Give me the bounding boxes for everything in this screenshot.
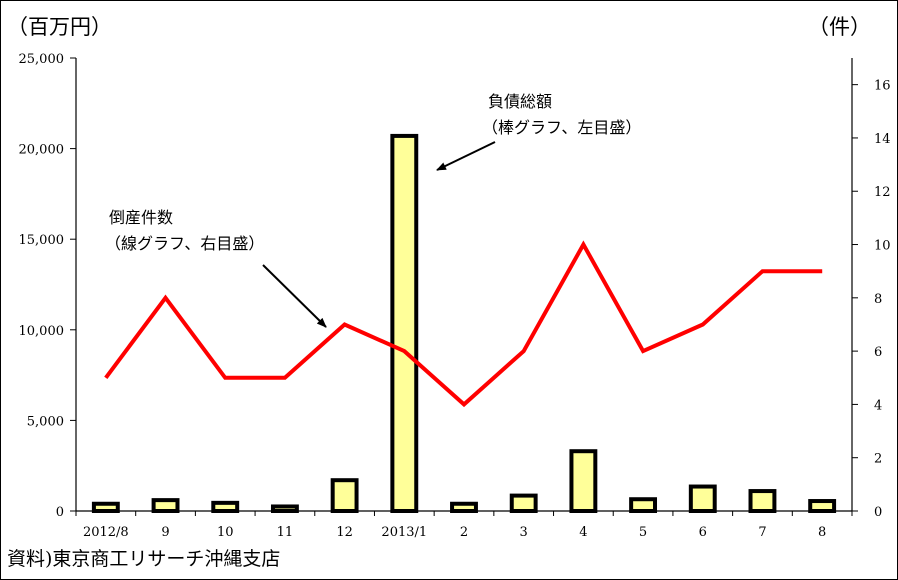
right-tick-label: 8 [874,292,882,307]
bar [631,499,655,511]
x-tick-label: 2 [460,525,468,540]
bar [452,504,476,511]
x-tick-label: 6 [699,525,707,540]
bar [94,504,118,511]
left-tick-label: 25,000 [19,52,65,67]
x-tick-label: 10 [217,525,234,540]
x-tick-label: 8 [818,525,826,540]
left-tick-label: 20,000 [19,143,65,158]
right-tick-label: 14 [874,132,891,147]
right-tick-label: 2 [874,452,882,467]
count-line [106,245,822,405]
bar [751,491,775,511]
bar [810,501,834,511]
x-tick-label: 7 [758,525,766,540]
bar [333,480,357,511]
bar [392,136,416,511]
bar [571,451,595,511]
x-tick-label: 11 [277,525,294,540]
left-tick-label: 10,000 [19,324,65,339]
count-annotation-subtitle: （線グラフ、右目盛） [105,234,264,253]
x-tick-label: 4 [579,525,587,540]
debt-arrow [437,142,495,170]
left-tick-label: 0 [56,505,64,520]
x-tick-label: 2012/8 [83,525,129,540]
x-tick-label: 12 [336,525,353,540]
bar [512,496,536,511]
left-tick-label: 15,000 [19,233,65,248]
right-tick-label: 12 [874,185,891,200]
bar [213,503,237,511]
debt-annotation-title: 負債総額 [488,92,552,111]
right-tick-label: 0 [874,505,882,520]
right-tick-label: 6 [874,345,882,360]
bar [691,487,715,511]
x-tick-label: 5 [639,525,647,540]
x-tick-label: 3 [520,525,528,540]
source-note: 資料)東京商工リサーチ沖縄支店 [7,544,280,571]
count-annotation-title: 倒産件数 [109,208,173,227]
left-tick-label: 5,000 [27,414,64,429]
right-tick-label: 4 [874,398,882,413]
bar [154,500,178,511]
right-tick-label: 10 [874,239,891,254]
right-tick-label: 16 [874,79,891,94]
bar [273,506,297,511]
x-tick-label: 9 [161,525,169,540]
x-tick-label: 2013/1 [381,525,427,540]
count-arrow [263,265,326,327]
debt-annotation-subtitle: （棒グラフ、左目盛） [482,118,641,137]
